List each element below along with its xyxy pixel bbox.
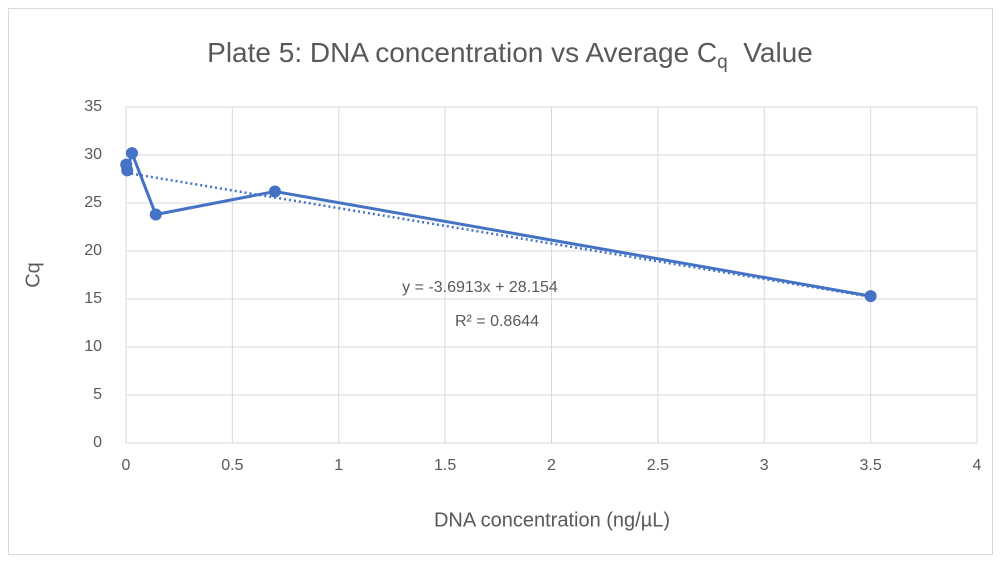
x-tick-label: 1 — [334, 457, 343, 474]
x-tick-label: 2.5 — [647, 457, 669, 474]
data-point — [121, 164, 134, 177]
x-tick-label: 0 — [122, 457, 131, 474]
x-tick-label: 2 — [547, 457, 556, 474]
y-tick-label: 20 — [84, 242, 102, 259]
title-end: Value — [728, 37, 813, 68]
y-tick-label: 35 — [84, 98, 102, 115]
title-subscript: q — [717, 52, 728, 73]
trendline-r-squared: R² = 0.8644 — [455, 313, 539, 330]
y-tick-label: 15 — [84, 290, 102, 307]
trendline — [126, 171, 871, 298]
data-point — [268, 185, 281, 198]
y-tick-label: 5 — [93, 386, 102, 403]
y-tick-label: 25 — [84, 194, 102, 211]
x-tick-label: 1.5 — [434, 457, 456, 474]
x-tick-label: 4 — [973, 457, 982, 474]
chart-frame — [8, 8, 993, 555]
data-point — [149, 208, 162, 221]
data-point — [125, 147, 138, 160]
y-axis-label: Cq — [22, 262, 44, 288]
x-tick-label: 3.5 — [860, 457, 882, 474]
y-tick-label: 0 — [93, 434, 102, 451]
x-tick-label: 0.5 — [221, 457, 243, 474]
data-point — [864, 290, 877, 303]
chart-title: Plate 5: DNA concentration vs Average Cq… — [207, 37, 813, 73]
x-tick-label: 3 — [760, 457, 769, 474]
trendline-equation: y = -3.6913x + 28.154 — [402, 279, 558, 296]
y-tick-label: 30 — [84, 146, 102, 163]
x-axis-label: DNA concentration (ng/µL) — [434, 509, 670, 531]
title-main: Plate 5: DNA concentration vs Average C — [207, 37, 717, 68]
y-tick-label: 10 — [84, 338, 102, 355]
